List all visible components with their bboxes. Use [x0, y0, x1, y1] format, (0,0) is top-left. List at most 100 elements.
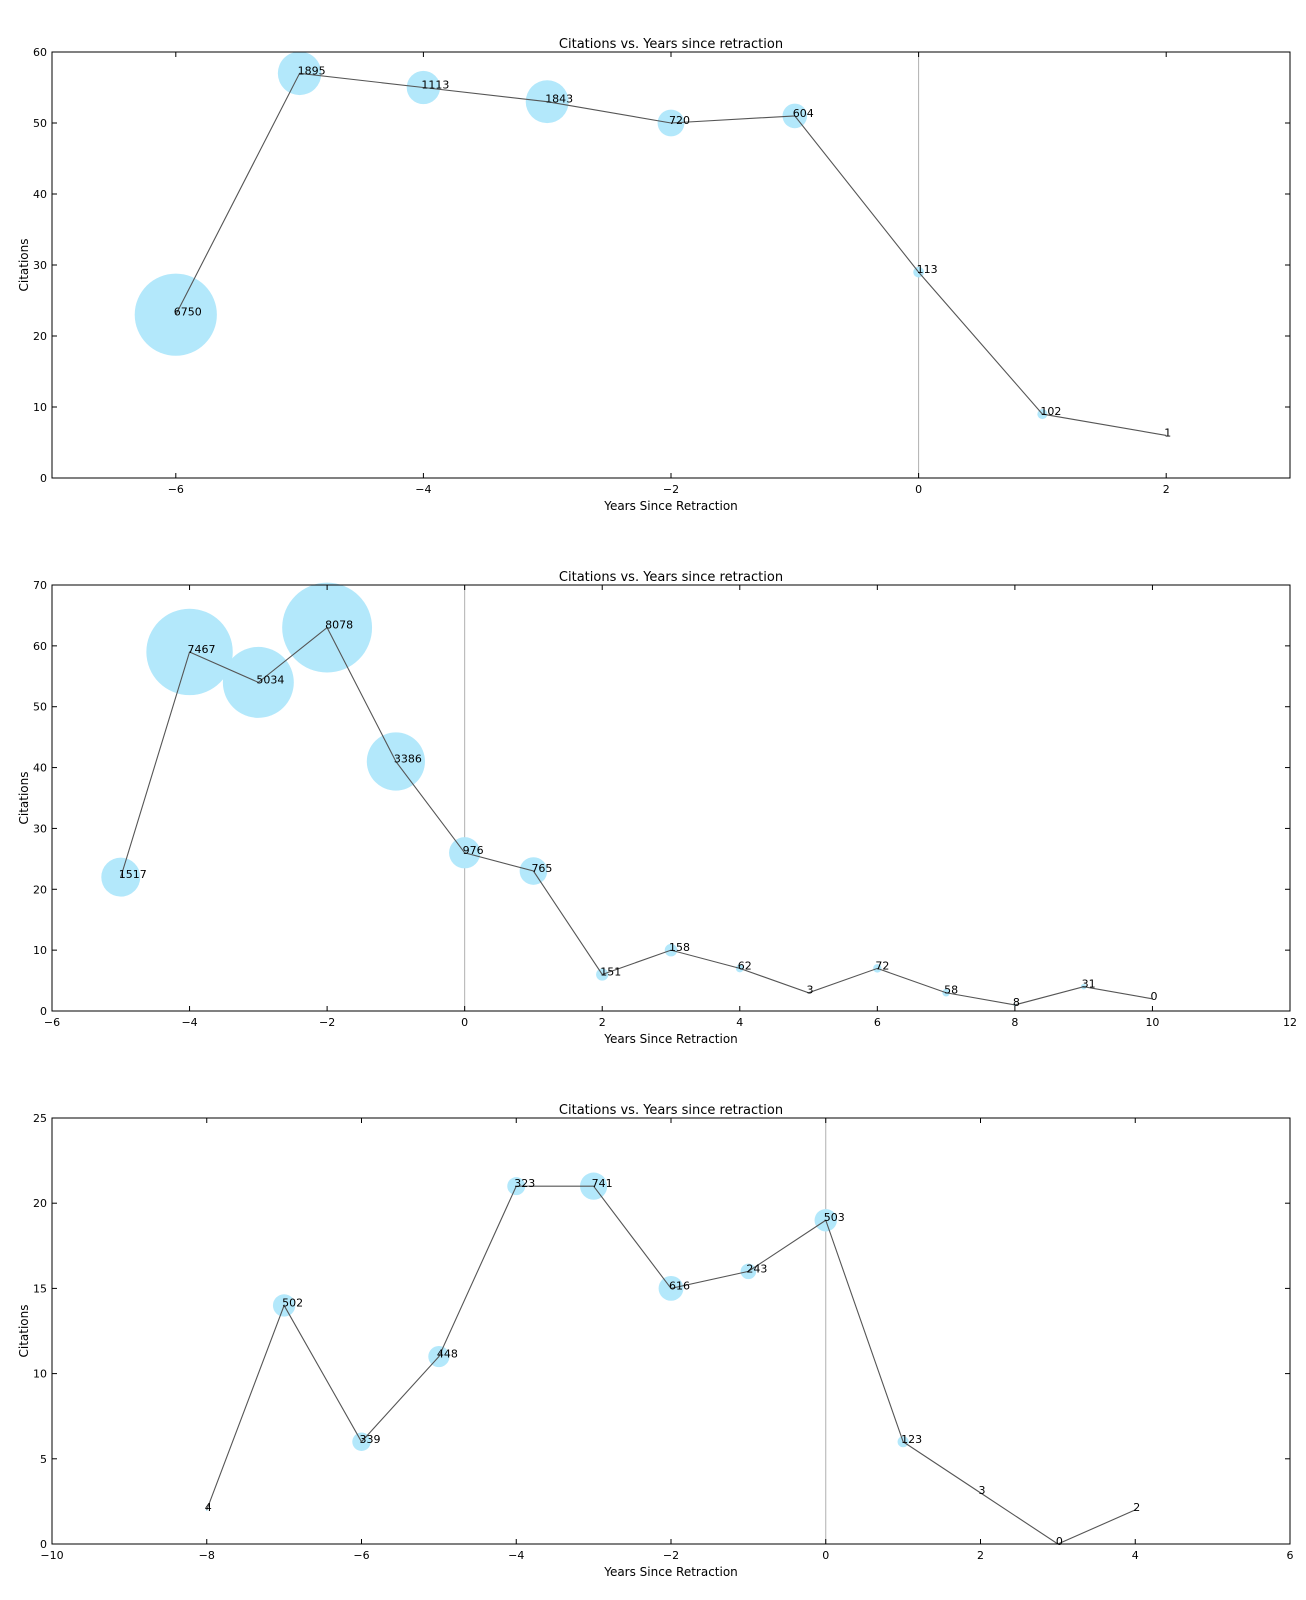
x-tick-label: −8: [199, 1549, 215, 1562]
bubble-labels: 6750 1895 1113 1843 720 604 113 102 1: [174, 64, 1171, 439]
bubble-label: 616: [669, 1279, 690, 1292]
y-tick-label: 15: [33, 1282, 47, 1295]
chart-title: Citations vs. Years since retraction: [559, 570, 783, 585]
y-tick-label: 70: [33, 579, 47, 592]
bubble-label: 2: [1133, 1501, 1140, 1514]
bubble-labels: 4 502 339 448 323 741 616 243 503 123 3 0 2: [205, 1177, 1141, 1548]
bubble-label: 720: [669, 114, 690, 127]
x-tick-label: 2: [977, 1549, 984, 1562]
bubble-label: 3: [807, 984, 814, 997]
x-tick-label: −6: [353, 1549, 369, 1562]
x-tick-label: −2: [663, 483, 679, 496]
x-tick-label: 10: [1145, 1016, 1159, 1029]
y-tick-label: 30: [33, 822, 47, 835]
bubble-label: 503: [824, 1211, 845, 1224]
bubble-label: 448: [437, 1348, 458, 1361]
y-tick-label: 10: [33, 1368, 47, 1381]
bubble-label: 8: [1013, 996, 1020, 1009]
y-tick-label: 20: [33, 330, 47, 343]
y-axis-ticks: 0 10 20 30 40 50 60: [33, 46, 1290, 485]
x-tick-label: −2: [319, 1016, 335, 1029]
y-tick-label: 60: [33, 640, 47, 653]
bubble-label: 123: [901, 1433, 922, 1446]
bubble-label: 1113: [421, 79, 449, 92]
plot-frame: [51, 1117, 1291, 1545]
bubble-label: 4: [205, 1501, 212, 1514]
bubble-label: 502: [282, 1296, 303, 1309]
chart-title: Citations vs. Years since retraction: [559, 1103, 783, 1118]
bubbles: [101, 582, 1087, 1007]
plot-frame: [51, 584, 1291, 1012]
x-tick-label: 8: [1011, 1016, 1018, 1029]
bubble-label: 72: [875, 959, 889, 972]
x-tick-label: 0: [822, 1549, 829, 1562]
y-tick-label: 60: [33, 46, 47, 59]
x-axis-ticks: −10 −8 −6 −4 −2 0 2 4 6: [40, 1118, 1294, 1562]
bubble-label: 102: [1040, 405, 1061, 418]
bubble-label: 3: [979, 1484, 986, 1497]
bubble-label: 765: [531, 862, 552, 875]
bubble-label: 0: [1056, 1535, 1063, 1548]
bubble-label: 1895: [298, 64, 326, 77]
chart-bottom: Citations vs. Years since retraction 4 502…: [17, 1103, 1294, 1579]
y-axis-label: Citations: [17, 771, 31, 824]
bubble-label: 1: [1164, 426, 1171, 439]
x-tick-label: 6: [1287, 1549, 1294, 1562]
bubble-label: 8078: [325, 619, 353, 632]
chart-middle: Citations vs. Years since retraction1517…: [17, 570, 1297, 1046]
series-line: [120, 626, 1153, 1006]
bubble-label: 3386: [394, 752, 422, 765]
bubble-label: 243: [746, 1262, 767, 1275]
bubble-label: 604: [793, 107, 814, 120]
x-tick-label: 0: [461, 1016, 468, 1029]
bubble-label: 158: [669, 941, 690, 954]
y-tick-label: 0: [40, 1538, 47, 1551]
bubble-label: 62: [738, 959, 752, 972]
x-axis-ticks: −6 −4 −2 0 2: [168, 52, 1170, 496]
chart-top: Citations vs. Years since retraction 6750…: [17, 37, 1291, 513]
x-tick-label: −2: [663, 1549, 679, 1562]
x-tick-label: −6: [44, 1016, 60, 1029]
y-tick-label: 25: [33, 1112, 47, 1125]
bubbles: [205, 1172, 1136, 1511]
bubble-label: 1843: [545, 93, 573, 106]
y-tick-label: 20: [33, 883, 47, 896]
x-tick-label: −4: [415, 483, 431, 496]
y-axis-label: Citations: [17, 1304, 31, 1357]
x-axis-label: Years Since Retraction: [603, 499, 738, 513]
bubble-label: 976: [463, 844, 484, 857]
bubble-label: 5034: [256, 673, 284, 686]
bubbles: [134, 51, 1048, 420]
x-tick-label: −6: [168, 483, 184, 496]
bubble-label: 113: [917, 263, 938, 276]
x-tick-label: 2: [599, 1016, 606, 1029]
x-axis-ticks: −6 −4 −2 0 2 4 6 8 10 12: [44, 585, 1297, 1029]
x-tick-label: −4: [181, 1016, 197, 1029]
chart-title: Citations vs. Years since retraction: [559, 37, 783, 52]
y-tick-label: 0: [40, 1005, 47, 1018]
bubble-label: 1517: [119, 868, 147, 881]
x-axis-label: Years Since Retraction: [603, 1565, 738, 1579]
bubble-label: 741: [592, 1177, 613, 1190]
y-tick-label: 50: [33, 701, 47, 714]
x-tick-label: −4: [508, 1549, 524, 1562]
series-line: [175, 72, 1167, 436]
y-tick-label: 10: [33, 401, 47, 414]
y-tick-label: 10: [33, 944, 47, 957]
series-line: [206, 1185, 1136, 1545]
bubble-label: 31: [1082, 978, 1096, 991]
y-tick-label: 0: [40, 472, 47, 485]
bubble-label: 323: [514, 1177, 535, 1190]
x-axis-label: Years Since Retraction: [603, 1032, 738, 1046]
x-tick-label: 2: [1163, 483, 1170, 496]
y-axis-label: Citations: [17, 238, 31, 291]
y-tick-label: 30: [33, 259, 47, 272]
x-tick-label: 12: [1283, 1016, 1297, 1029]
bubble-label: 58: [944, 984, 958, 997]
y-tick-label: 20: [33, 1197, 47, 1210]
x-tick-label: 0: [915, 483, 922, 496]
bubble-label: 151: [600, 965, 621, 978]
x-tick-label: −10: [40, 1549, 63, 1562]
